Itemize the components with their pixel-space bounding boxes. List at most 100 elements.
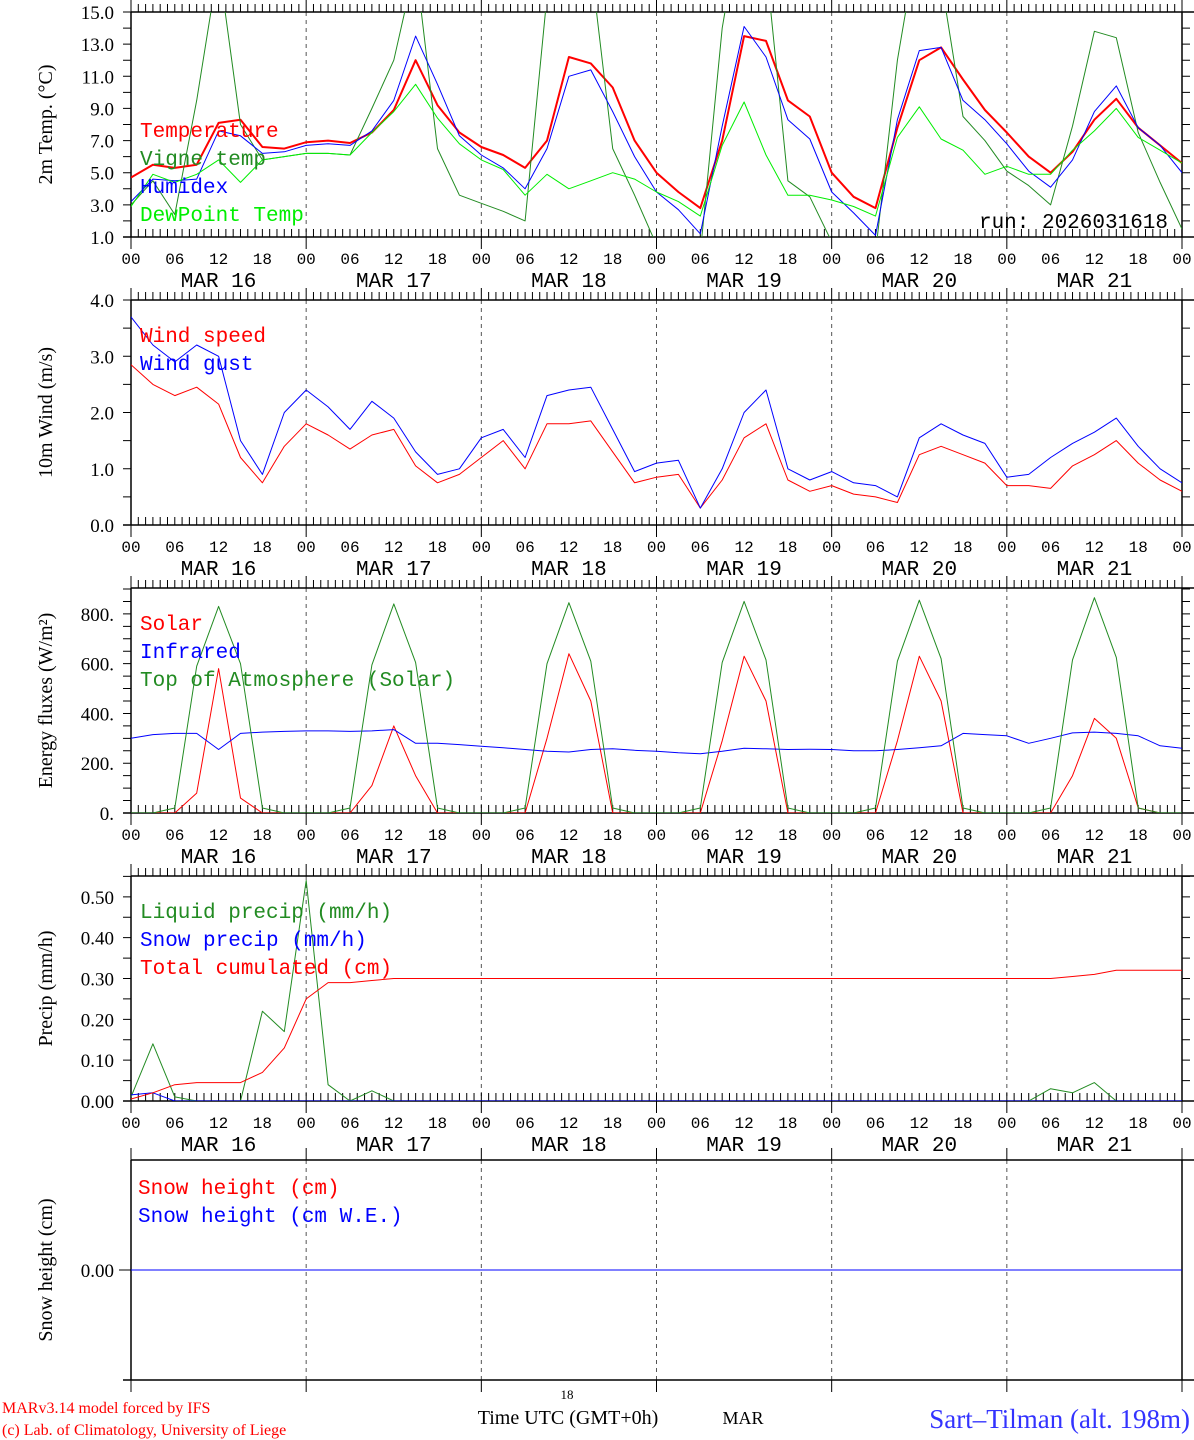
- legend-entry: Wind speed: [140, 326, 266, 349]
- legend-entry: Snow precip (mm/h): [140, 930, 367, 953]
- x-tick-label: 06: [340, 1115, 359, 1133]
- y-ticks: [123, 875, 1190, 1102]
- x-tick-label: 12: [209, 1115, 228, 1133]
- x-tick-label: 18: [778, 539, 797, 557]
- x-tick-label: 18: [953, 539, 972, 557]
- x-ticks: [130, 288, 1183, 537]
- x-tick-label: 00: [472, 251, 491, 269]
- day-label: MAR 18: [531, 559, 607, 582]
- x-tick-label: 06: [516, 827, 535, 845]
- day-label: MAR 18: [531, 1135, 607, 1158]
- legend-entry: Liquid precip (mm/h): [140, 902, 392, 925]
- x-tick-label: 12: [910, 539, 929, 557]
- x-tick-label: 00: [997, 539, 1016, 557]
- x-tick-label: 06: [1041, 1115, 1060, 1133]
- x-tick-label: 12: [559, 1115, 578, 1133]
- x-tick-label: 18: [603, 827, 622, 845]
- x-tick-label: 06: [165, 251, 184, 269]
- x-tick-label: 18: [253, 539, 272, 557]
- series-group: [131, 316, 1182, 509]
- x-tick-label: 00: [1172, 539, 1191, 557]
- y-tick-label: 2.0: [90, 404, 114, 425]
- series-line-infrared: [131, 729, 1182, 755]
- day-label: MAR 17: [356, 1135, 432, 1158]
- panel-2: 4.0 3.0 2.0 1.0 0.0 10m Wind (m/s) Wind speed W…: [35, 288, 1194, 582]
- day-label: MAR 19: [706, 1135, 782, 1158]
- day-label: MAR 19: [706, 847, 782, 870]
- y-tick-label: 600.: [81, 655, 114, 676]
- x-tick-label: 18: [778, 827, 797, 845]
- x-tick-label: 00: [822, 827, 841, 845]
- x-tick-label: 00: [297, 827, 316, 845]
- x-tick-label: 06: [165, 539, 184, 557]
- x-tick-label: 06: [866, 251, 885, 269]
- y-tick-label: 0.0: [90, 516, 114, 537]
- series-group: [131, 12, 1182, 237]
- x-tick-label: 12: [734, 539, 753, 557]
- x-tick-label: 18: [1129, 251, 1148, 269]
- x-tick-label: 12: [734, 1115, 753, 1133]
- y-axis-label: Energy fluxes (W/m²): [35, 613, 57, 789]
- day-label: MAR 19: [706, 271, 782, 294]
- x-tick-label: 06: [165, 827, 184, 845]
- x-tick-label: 18: [603, 539, 622, 557]
- x-tick-label: 18: [1129, 827, 1148, 845]
- x-tick-label: 18: [778, 1115, 797, 1133]
- x-tick-label: 12: [384, 251, 403, 269]
- x-tick-label: 18: [953, 1115, 972, 1133]
- day-label: MAR 16: [181, 559, 257, 582]
- x-tick-label: 18: [428, 251, 447, 269]
- x-tick-label: 12: [1085, 827, 1104, 845]
- x-tick-label: 00: [1172, 251, 1191, 269]
- y-tick-label: 0.10: [81, 1051, 114, 1072]
- x-tick-label: 12: [910, 251, 929, 269]
- y-tick-label: 0.50: [81, 888, 114, 909]
- series-line-wind-gust: [131, 316, 1182, 509]
- y-tick-label: 13.0: [81, 35, 114, 56]
- x-tick-label: 18: [428, 827, 447, 845]
- x-tick-label: 18: [953, 251, 972, 269]
- y-tick-label: 400.: [81, 704, 114, 725]
- footer-model: MARv3.14 model forced by IFS: [2, 1400, 210, 1417]
- series-line-temperature: [131, 35, 1182, 210]
- x-tick-label: 18: [1129, 539, 1148, 557]
- x-tick-label: 12: [209, 827, 228, 845]
- x-axis-label: Time UTC (GMT+0h): [478, 1407, 659, 1429]
- y-tick-label: 1.0: [90, 228, 114, 249]
- x-tick-label: 00: [997, 251, 1016, 269]
- x-tick-label: 18: [1129, 1115, 1148, 1133]
- x-tick-label: 06: [1041, 251, 1060, 269]
- y-tick-label: 800.: [81, 605, 114, 626]
- y-tick-label: 0.: [100, 804, 114, 825]
- x-tick-label: 06: [340, 539, 359, 557]
- legend-entry: DewPoint Temp: [140, 205, 304, 228]
- day-label: MAR 20: [881, 1135, 957, 1158]
- x-tick-label: 06: [691, 539, 710, 557]
- x-tick-label: 18: [778, 251, 797, 269]
- x-tick-label: 06: [340, 251, 359, 269]
- x-ticks: [130, 576, 1183, 825]
- x-tick-label: 00: [472, 539, 491, 557]
- panel-5: 0.00 Snow height (cm) Snow height (cm) Snow…: [35, 1148, 1194, 1392]
- y-tick-label: 4.0: [90, 291, 114, 312]
- y-axis-label: 10m Wind (m/s): [35, 347, 57, 478]
- x-ticks: [130, 0, 1183, 249]
- x-tick-label: 00: [297, 251, 316, 269]
- y-tick-label: 1.0: [90, 460, 114, 481]
- x-tick-label: 06: [1041, 539, 1060, 557]
- legend-entry: Snow height (cm): [138, 1178, 340, 1201]
- y-tick-label: 3.0: [90, 196, 114, 217]
- day-label: MAR 20: [881, 847, 957, 870]
- series-line-dewpoint-temp: [131, 83, 1182, 217]
- day-label: MAR 21: [1057, 271, 1133, 294]
- day-label: MAR 20: [881, 271, 957, 294]
- day-label: MAR 20: [881, 559, 957, 582]
- x-tick-label: 06: [866, 1115, 885, 1133]
- x-tick-label: 12: [734, 827, 753, 845]
- x-tick-label: 06: [691, 1115, 710, 1133]
- y-tick-label: 11.0: [81, 67, 114, 88]
- day-label: MAR 17: [356, 271, 432, 294]
- x-tick-label: 00: [647, 539, 666, 557]
- x-tick-label: 18: [253, 251, 272, 269]
